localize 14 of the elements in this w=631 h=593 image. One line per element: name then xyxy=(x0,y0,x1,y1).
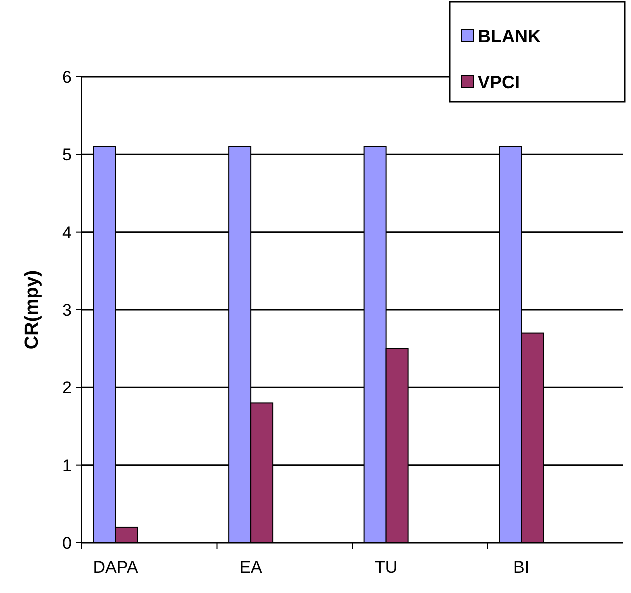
x-tick-label: BI xyxy=(514,558,530,577)
y-tick-label: 5 xyxy=(62,146,72,165)
y-tick-label: 6 xyxy=(62,68,72,87)
legend-label: BLANK xyxy=(478,26,541,46)
y-axis-title: CR(mpy) xyxy=(22,270,43,350)
y-tick-label: 4 xyxy=(62,223,72,242)
y-tick-label: 1 xyxy=(62,456,72,476)
legend-label: VPCI xyxy=(478,72,520,92)
x-tick-label: TU xyxy=(374,558,398,577)
y-tick-label: 2 xyxy=(62,378,72,398)
y-tick-label: 3 xyxy=(62,300,72,320)
x-tick-label: DAPA xyxy=(93,558,139,577)
x-tick-label: EA xyxy=(240,558,264,577)
y-tick-label: 0 xyxy=(62,534,72,553)
